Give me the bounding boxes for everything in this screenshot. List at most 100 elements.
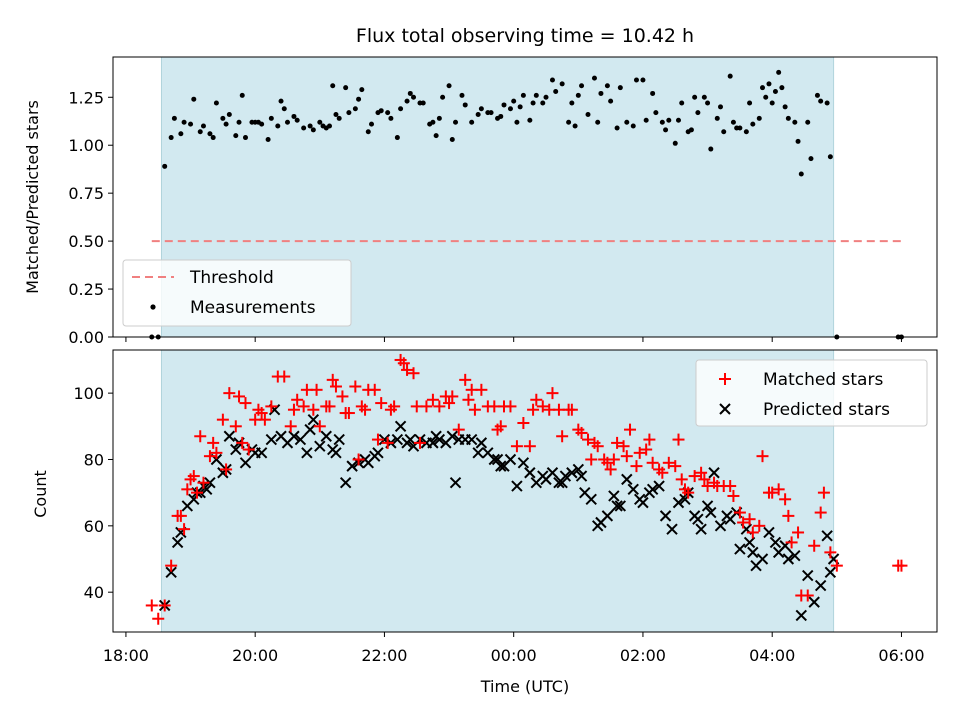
- matched-star-point: [210, 446, 223, 459]
- matched-star-point: [326, 373, 339, 386]
- measurement-point: [818, 98, 824, 104]
- measurement-point: [701, 94, 707, 100]
- measurement-point: [798, 171, 804, 177]
- measurement-point: [727, 73, 733, 79]
- matched-star-point: [459, 373, 472, 386]
- matched-star-point: [604, 463, 617, 476]
- measurement-point: [659, 119, 665, 125]
- measurement-point: [672, 140, 678, 146]
- matched-star-point: [779, 493, 792, 506]
- matched-legend-swatch: [719, 373, 731, 385]
- measurement-point: [737, 125, 743, 131]
- measurement-point: [814, 92, 820, 98]
- measurement-point: [591, 75, 597, 81]
- predicted-star-point: [802, 569, 814, 582]
- predicted-star-point: [472, 447, 484, 459]
- predicted-star-point: [465, 433, 478, 446]
- chart-title: Flux total observing time = 10.42 h: [356, 25, 694, 47]
- matched-star-point: [724, 480, 737, 493]
- matched-star-point: [792, 526, 805, 539]
- matched-star-point: [152, 612, 165, 625]
- predicted-star-point: [288, 430, 300, 442]
- predicted-star-point: [339, 476, 352, 489]
- measurement-point: [708, 146, 714, 152]
- matched-star-point: [814, 506, 827, 519]
- predicted-star-point: [495, 460, 507, 472]
- measurement-point: [317, 119, 323, 125]
- measurement-point: [714, 115, 720, 121]
- measurement-point: [333, 112, 339, 118]
- predicted-star-point: [814, 579, 827, 592]
- measurement-point: [743, 129, 749, 135]
- measurement-point: [226, 112, 232, 118]
- measurement-point: [459, 92, 465, 98]
- measurement-point: [630, 123, 636, 129]
- matched-star-point: [287, 403, 300, 416]
- measurement-point: [239, 92, 245, 98]
- predicted-star-point: [701, 500, 714, 512]
- matched-star-point: [381, 436, 394, 449]
- measurement-point: [666, 117, 672, 123]
- measurement-point: [608, 98, 614, 104]
- matched-star-point: [662, 456, 675, 469]
- matched-star-point: [682, 486, 695, 499]
- measurement-point: [352, 106, 358, 112]
- predicted-star-point: [165, 566, 177, 578]
- measurement-point: [598, 90, 604, 96]
- matched-star-point: [158, 599, 171, 612]
- ratio-y-tick-label: 1.25: [68, 88, 104, 107]
- matched-star-point: [782, 509, 795, 522]
- measurement-point: [188, 121, 194, 127]
- matched-star-point: [401, 363, 414, 376]
- matched-star-point: [504, 400, 517, 413]
- measurement-point: [566, 119, 572, 125]
- predicted-star-point: [265, 433, 278, 446]
- measurement-point: [275, 123, 281, 129]
- matched-star-point: [187, 470, 200, 483]
- predicted-star-point: [705, 506, 717, 519]
- measurement-point: [569, 100, 575, 106]
- measurement-point: [440, 94, 446, 100]
- matched-star-point: [371, 433, 384, 446]
- measurement-point: [475, 112, 481, 118]
- predicted-star-point: [475, 437, 488, 449]
- matched-star-point: [695, 466, 708, 479]
- time-x-tick-label: 00:00: [491, 646, 537, 665]
- matched-star-point: [607, 453, 620, 466]
- predicted-star-point: [692, 513, 704, 525]
- measurement-point: [520, 92, 526, 98]
- predicted-star-point: [301, 447, 313, 459]
- measurement-point: [772, 89, 778, 95]
- matched-star-point: [174, 509, 187, 522]
- measurement-point: [692, 94, 698, 100]
- matched-star-point: [420, 400, 433, 413]
- matched-star-point: [523, 440, 536, 453]
- measurement-point: [643, 117, 649, 123]
- measurement-point: [171, 115, 177, 121]
- matched-star-point: [242, 443, 255, 456]
- predicted-star-point: [394, 420, 407, 433]
- count-y-axis-label: Count: [31, 470, 50, 518]
- matched-star-point: [407, 367, 420, 380]
- predicted-star-point: [333, 433, 345, 446]
- matched-star-point: [297, 400, 310, 413]
- predicted-star-point: [769, 536, 782, 549]
- measurement-point: [336, 115, 342, 121]
- time-x-tick-label: 06:00: [878, 646, 924, 665]
- predicted-star-point: [556, 476, 568, 489]
- predicted-star-point: [223, 430, 236, 442]
- measurement-point: [420, 100, 426, 106]
- predicted-star-point: [824, 566, 837, 578]
- measurement-point: [284, 119, 290, 125]
- measurement-point: [411, 94, 417, 100]
- measurement-point: [756, 115, 762, 121]
- predicted-legend-swatch: [719, 403, 731, 415]
- measurement-point: [604, 83, 610, 89]
- predicted-star-point: [546, 467, 559, 479]
- matched-star-point: [565, 403, 578, 416]
- measurement-point: [824, 100, 830, 106]
- matched-star-point: [375, 397, 388, 410]
- measurement-point: [191, 96, 197, 102]
- time-x-tick-label: 18:00: [103, 646, 149, 665]
- measurement-point: [378, 108, 384, 114]
